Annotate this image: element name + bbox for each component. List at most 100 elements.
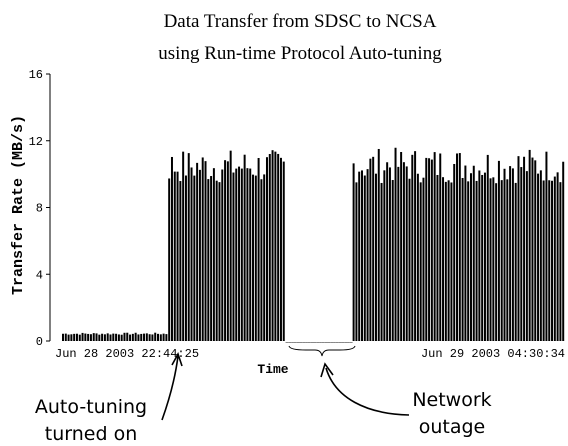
bar (562, 161, 565, 341)
bar (179, 181, 182, 341)
annotation-outage-line1: Network (412, 389, 491, 411)
bar-outage (299, 342, 303, 343)
bar (500, 180, 503, 341)
bar (148, 334, 151, 341)
bar-outage (307, 342, 311, 343)
bar (123, 332, 126, 341)
bar (143, 333, 146, 341)
bar (134, 332, 137, 341)
bar (545, 151, 548, 341)
auto-tuning-arrowhead (171, 352, 183, 367)
bar (129, 334, 132, 341)
bar (75, 333, 78, 341)
bar (154, 332, 157, 341)
bar (277, 153, 280, 341)
outage-arrow (325, 367, 410, 416)
outage-brace (288, 345, 356, 357)
bar (453, 163, 456, 341)
bar (145, 333, 148, 341)
bar (461, 178, 464, 341)
bar-outage (335, 342, 339, 343)
bar (170, 156, 173, 341)
bar (486, 154, 489, 341)
bar (475, 180, 478, 341)
bar (355, 182, 358, 341)
bar (271, 150, 274, 341)
bar (198, 169, 201, 341)
bar-outage (327, 342, 331, 343)
bar-outage (310, 342, 314, 343)
bar (224, 160, 227, 341)
bar (193, 175, 196, 341)
bar-outage (316, 342, 320, 343)
bar (372, 156, 375, 341)
bar (218, 182, 221, 341)
bar (112, 333, 115, 341)
bar-outage (288, 342, 292, 343)
bar-outage (330, 342, 334, 343)
y-tick-label: 0 (36, 335, 43, 349)
bar (537, 173, 540, 341)
bar-outage (347, 342, 350, 343)
bar (456, 153, 459, 341)
bar (503, 168, 506, 341)
bar (478, 170, 481, 341)
bar (369, 158, 372, 341)
bar (405, 166, 408, 341)
bar (472, 165, 475, 341)
bar (232, 172, 235, 341)
bar (525, 171, 528, 341)
bar (117, 334, 120, 341)
bar (67, 334, 70, 341)
bar (419, 182, 422, 341)
bar (257, 158, 260, 341)
bar (388, 167, 391, 341)
bar (481, 174, 484, 341)
bar (553, 176, 556, 341)
bar (422, 177, 425, 341)
bar (352, 163, 355, 341)
bar (400, 152, 403, 341)
bar (64, 333, 67, 341)
bar (157, 333, 159, 341)
bar (176, 171, 179, 341)
bar-outage (349, 342, 353, 343)
outage-arrowhead (320, 362, 334, 378)
bar-series (62, 147, 565, 343)
bar (559, 182, 562, 341)
bar (528, 149, 531, 341)
bar (394, 147, 397, 341)
bar (162, 333, 165, 341)
bar (436, 174, 439, 341)
bar (282, 161, 285, 341)
bar (62, 333, 64, 341)
bar (254, 175, 257, 341)
bar (374, 173, 377, 341)
bar (377, 148, 380, 341)
bar (238, 166, 241, 341)
bar (131, 333, 134, 341)
bar (548, 180, 551, 341)
x-axis-label: Time (257, 362, 288, 377)
bar (151, 334, 154, 341)
bar (204, 161, 207, 341)
bar (428, 158, 431, 341)
bar-outage (338, 342, 342, 343)
bar (430, 159, 433, 341)
bar (439, 153, 442, 341)
bar (442, 177, 445, 341)
bar-outage (324, 342, 328, 343)
bar (101, 333, 104, 341)
bar (539, 170, 542, 341)
bar (469, 173, 472, 341)
bar (226, 161, 229, 341)
bar (243, 154, 246, 341)
bar (517, 156, 520, 341)
bar-outage (313, 342, 317, 343)
bar (89, 334, 92, 341)
bar (383, 170, 386, 341)
bar (207, 179, 210, 341)
bar (229, 150, 232, 341)
bar-outage (296, 342, 300, 343)
bar-outage (291, 342, 294, 343)
